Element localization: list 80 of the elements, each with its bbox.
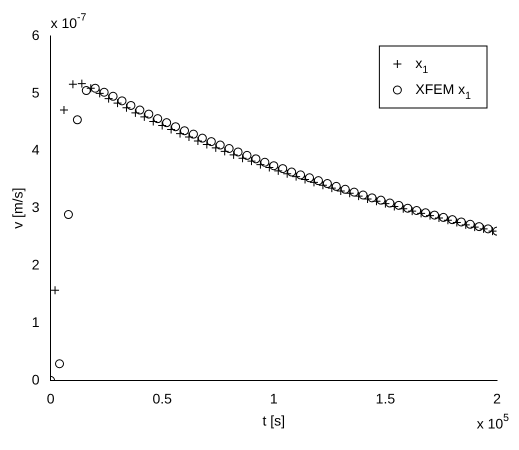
point xyxy=(278,164,288,174)
point xyxy=(55,359,64,368)
point xyxy=(135,106,144,115)
point xyxy=(153,114,162,124)
point xyxy=(108,92,118,101)
y-tick-label: 3 xyxy=(32,199,40,216)
point xyxy=(118,96,127,106)
point xyxy=(269,161,278,170)
point xyxy=(171,122,180,132)
point xyxy=(68,80,78,89)
point xyxy=(229,150,238,160)
point xyxy=(327,184,336,193)
point xyxy=(251,154,260,164)
point xyxy=(188,130,198,139)
point xyxy=(448,215,457,224)
point xyxy=(242,150,252,160)
point xyxy=(466,220,475,229)
point xyxy=(50,286,60,295)
point xyxy=(64,210,73,220)
point xyxy=(305,173,314,182)
point xyxy=(358,190,368,200)
point xyxy=(100,88,109,97)
y-tick-label: 1 xyxy=(32,314,40,330)
point xyxy=(394,200,404,210)
point xyxy=(322,179,332,188)
point xyxy=(140,112,149,122)
point xyxy=(260,158,270,167)
point xyxy=(238,154,248,163)
point xyxy=(296,170,306,180)
point xyxy=(274,166,283,176)
point xyxy=(224,144,234,154)
point xyxy=(198,134,207,143)
point xyxy=(220,146,230,156)
y-tick-label: 2 xyxy=(32,256,40,272)
y-tick-label: 6 xyxy=(32,26,40,43)
x-tick-label: 0 xyxy=(46,390,55,407)
point xyxy=(82,86,91,96)
point xyxy=(376,196,386,205)
point xyxy=(162,118,172,128)
point xyxy=(246,156,256,166)
y-tick-label: 5 xyxy=(32,84,40,100)
x-tick-label: 0.5 xyxy=(152,390,172,407)
point xyxy=(211,143,220,152)
point xyxy=(144,110,154,119)
y-axis-title: v [m/s] xyxy=(9,188,26,229)
point xyxy=(484,224,493,234)
point xyxy=(314,176,323,186)
point xyxy=(385,198,394,208)
point xyxy=(282,169,292,178)
point xyxy=(72,115,82,124)
point xyxy=(256,160,265,170)
x-axis-title: t [s] xyxy=(262,412,286,428)
point xyxy=(368,193,377,202)
point xyxy=(412,206,422,215)
point xyxy=(430,210,439,220)
point xyxy=(438,212,448,222)
point xyxy=(421,208,430,218)
point xyxy=(292,172,301,182)
point xyxy=(130,108,140,118)
point xyxy=(216,140,225,150)
point xyxy=(95,88,104,98)
point xyxy=(456,217,466,226)
point xyxy=(206,137,216,146)
point xyxy=(403,204,412,213)
x-tick-label: 1 xyxy=(270,390,278,407)
point xyxy=(350,188,359,197)
point xyxy=(474,222,484,232)
point xyxy=(340,184,350,194)
x-tick-label: 2 xyxy=(493,390,502,407)
x-tick-label: 1.5 xyxy=(376,390,396,407)
y-tick-label: 4 xyxy=(32,142,40,158)
point xyxy=(180,126,190,136)
point xyxy=(77,79,86,88)
y-tick-label: 0 xyxy=(32,371,40,388)
point xyxy=(90,84,100,93)
point xyxy=(234,147,243,156)
point xyxy=(287,168,296,177)
point xyxy=(126,100,136,110)
point xyxy=(332,182,341,191)
point xyxy=(122,103,131,112)
